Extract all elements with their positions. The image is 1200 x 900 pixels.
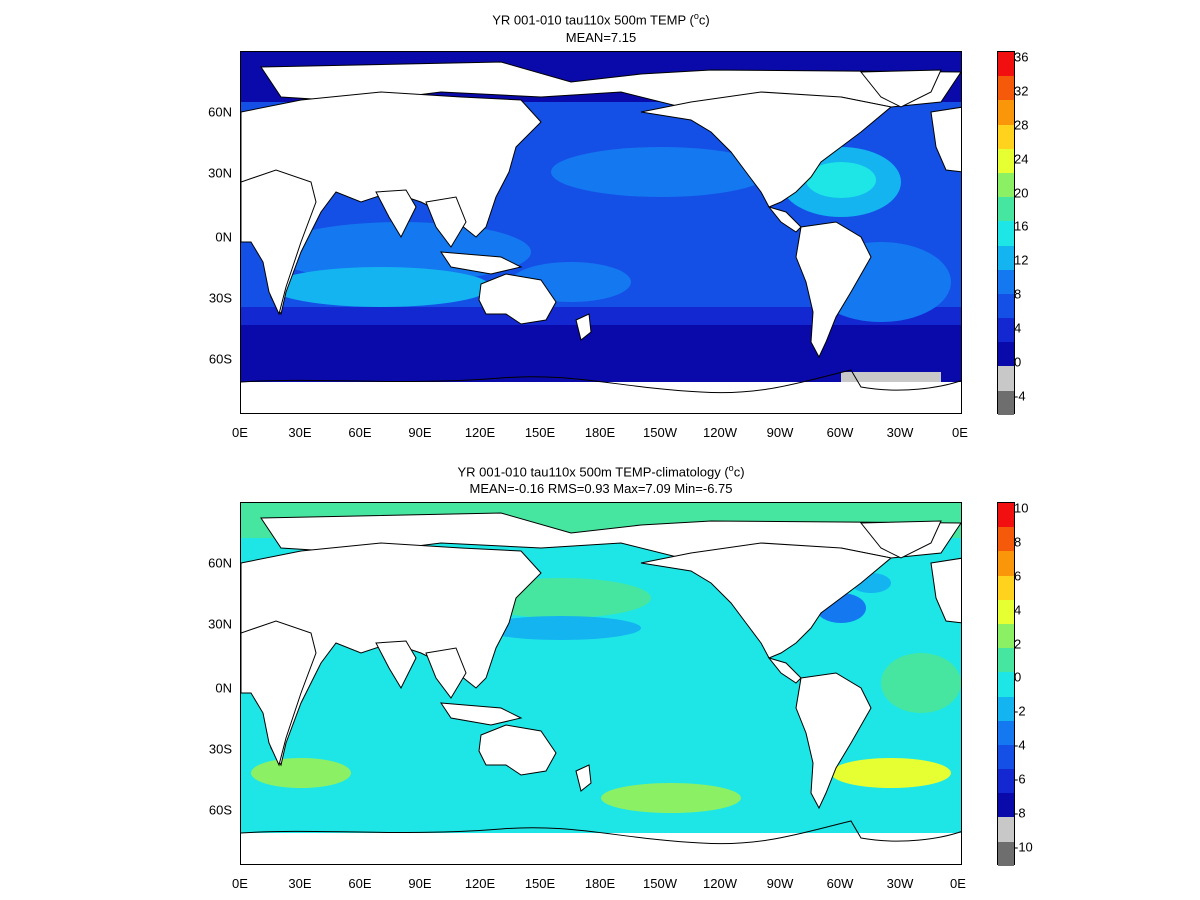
y-tick: 30S (208, 290, 232, 306)
colorbar-swatch (998, 221, 1014, 246)
colorbar-label: 0 (1014, 354, 1022, 370)
colorbar-label: 24 (1014, 151, 1029, 167)
x-tick: 60E (348, 876, 372, 891)
colorbar-swatch (998, 269, 1014, 294)
x-tick: 0E (232, 876, 248, 891)
colorbar-swatch (998, 744, 1014, 770)
x-tick: 150E (524, 876, 556, 891)
colorbar-swatch (998, 696, 1014, 721)
x-tick: 60W (826, 425, 854, 440)
colorbar-swatch (998, 623, 1014, 649)
colorbar-label: 0 (1014, 669, 1022, 685)
colorbar-label: 4 (1014, 320, 1022, 336)
panel1-stats: MEAN=7.15 (565, 30, 637, 45)
colorbar-label: -2 (1014, 703, 1026, 719)
x-tick: 30W (886, 425, 914, 440)
x-tick: 180E (584, 876, 616, 891)
colorbar-label: -10 (1014, 839, 1033, 855)
colorbar-label: 16 (1014, 218, 1029, 234)
x-tick: 90E (408, 425, 432, 440)
x-tick: 120E (464, 425, 496, 440)
colorbar-label: 2 (1014, 636, 1022, 652)
colorbar-swatch (998, 648, 1014, 673)
colorbar-label: -4 (1014, 388, 1026, 404)
colorbar-swatch (998, 503, 1014, 528)
y-tick: 0N (215, 680, 232, 696)
y-tick: 30N (208, 165, 232, 181)
colorbar-label: -4 (1014, 737, 1026, 753)
x-tick: 30E (288, 425, 312, 440)
x-tick: 30W (886, 876, 914, 891)
x-tick: 150E (524, 425, 556, 440)
x-tick: 120W (703, 876, 737, 891)
colorbar-label: 12 (1014, 252, 1029, 268)
colorbar-swatch (998, 197, 1014, 222)
x-tick: 30E (288, 876, 312, 891)
colorbar-label: 10 (1014, 500, 1029, 516)
colorbar-swatch (998, 245, 1014, 270)
colorbar-swatch (998, 318, 1014, 343)
colorbar-label: 36 (1014, 49, 1029, 65)
colorbar-label: 28 (1014, 117, 1029, 133)
colorbar-swatch (998, 390, 1014, 415)
colorbar-label: -8 (1014, 805, 1026, 821)
y-tick: 60S (208, 351, 232, 367)
colorbar-swatch (998, 599, 1014, 624)
colorbar-swatch (998, 841, 1014, 866)
panel2-stats: MEAN=-0.16 RMS=0.93 Max=7.09 Min=-6.75 (469, 481, 733, 496)
colorbar-label: 8 (1014, 286, 1022, 302)
x-tick: 90E (408, 876, 432, 891)
colorbar-swatch (998, 793, 1014, 818)
colorbar-swatch (998, 172, 1014, 198)
y-tick: 0N (215, 229, 232, 245)
colorbar-label: -6 (1014, 771, 1026, 787)
colorbar-swatch (998, 817, 1014, 842)
colorbar-label: 4 (1014, 602, 1022, 618)
colorbar-swatch (998, 293, 1014, 319)
y-tick: 30S (208, 741, 232, 757)
colorbar-label: 20 (1014, 185, 1029, 201)
panel2-colorbar (997, 502, 1015, 866)
colorbar-swatch (998, 52, 1014, 77)
colorbar-label: 32 (1014, 83, 1029, 99)
y-tick: 60N (208, 555, 232, 571)
colorbar-swatch (998, 575, 1014, 600)
x-tick: 120E (464, 876, 496, 891)
panel2-title: YR 001-010 tau110x 500m TEMP-climatology… (457, 463, 745, 480)
colorbar-swatch (998, 672, 1014, 697)
x-tick: 120W (703, 425, 737, 440)
x-tick: 90W (766, 876, 794, 891)
panel1-colorbar (997, 51, 1015, 415)
x-tick: 90W (766, 425, 794, 440)
colorbar-swatch (998, 527, 1014, 552)
colorbar-swatch (998, 100, 1014, 125)
colorbar-label: 8 (1014, 534, 1022, 550)
colorbar-swatch (998, 769, 1014, 794)
x-tick: 0E (232, 425, 248, 440)
colorbar-swatch (998, 366, 1014, 391)
x-tick: 150W (643, 876, 677, 891)
y-tick: 60N (208, 104, 232, 120)
x-tick: 180E (584, 425, 616, 440)
colorbar-label: 6 (1014, 568, 1022, 584)
colorbar-swatch (998, 148, 1014, 173)
y-tick: 30N (208, 616, 232, 632)
colorbar-swatch (998, 342, 1014, 367)
x-tick: 0E (952, 425, 968, 440)
x-tick: 60E (348, 425, 372, 440)
panel2-map (240, 502, 962, 865)
panel1-title: YR 001-010 tau110x 500m TEMP (oc) (492, 11, 710, 28)
colorbar-swatch (998, 124, 1014, 149)
colorbar-swatch (998, 720, 1014, 745)
x-tick: 0E (950, 876, 966, 891)
x-tick: 60W (826, 876, 854, 891)
y-tick: 60S (208, 802, 232, 818)
colorbar-swatch (998, 76, 1014, 101)
x-tick: 150W (643, 425, 677, 440)
colorbar-swatch (998, 551, 1014, 576)
panel1-map (240, 51, 962, 414)
